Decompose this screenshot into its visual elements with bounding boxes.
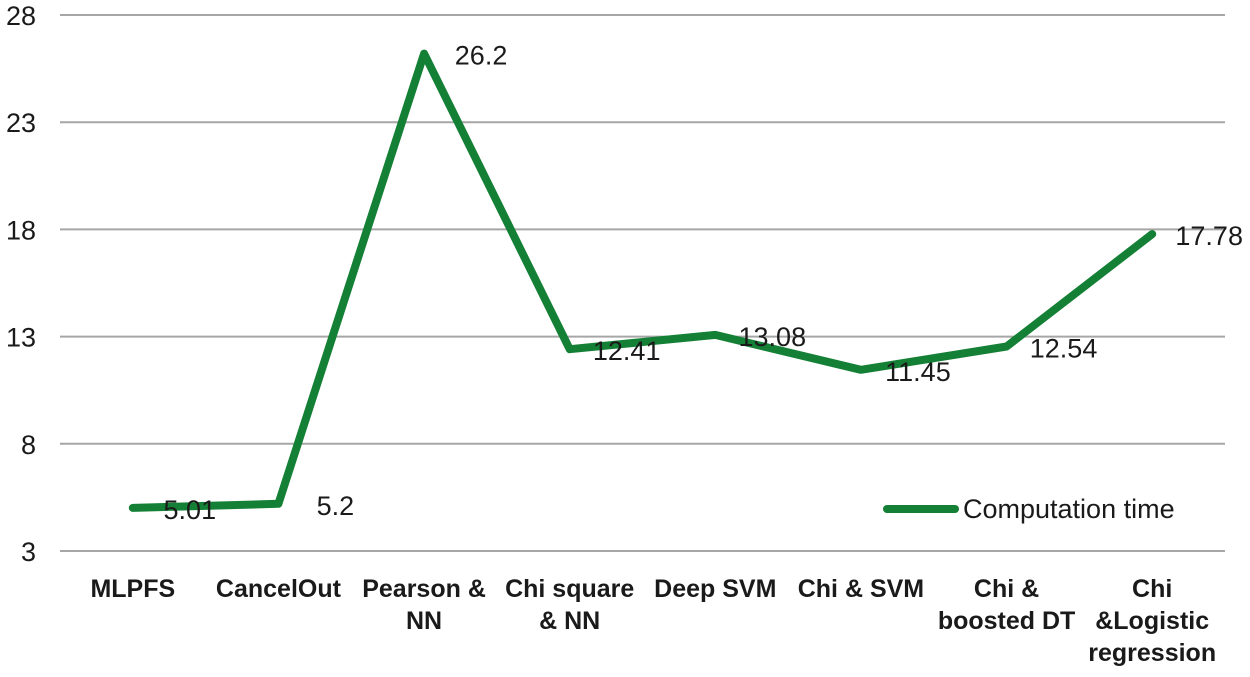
y-axis-tick-labels: 3 8 13 18 23 28 bbox=[6, 1, 36, 567]
data-label: 17.78 bbox=[1175, 221, 1243, 251]
data-label: 5.2 bbox=[317, 491, 355, 521]
legend-label: Computation time bbox=[963, 494, 1175, 524]
x-axis-labels-group: MLPFS CancelOut Pearson & NN Chi square & NN D… bbox=[90, 575, 1216, 667]
y-tick-label: 28 bbox=[6, 1, 36, 31]
y-tick-label: 8 bbox=[21, 430, 36, 460]
y-tick-label: 18 bbox=[6, 215, 36, 245]
computation-time-series-line bbox=[128, 49, 1157, 512]
x-axis-label: Chi square & NN bbox=[505, 575, 634, 635]
y-tick-label: 3 bbox=[21, 537, 36, 567]
x-axis-label: Chi & boosted DT bbox=[938, 575, 1076, 635]
x-axis-label: Pearson & NN bbox=[362, 575, 486, 635]
y-tick-label: 23 bbox=[6, 108, 36, 138]
y-tick-label: 13 bbox=[6, 323, 36, 353]
data-label: 13.08 bbox=[739, 322, 807, 352]
x-axis-label: MLPFS bbox=[90, 575, 175, 603]
data-label: 11.45 bbox=[885, 357, 951, 387]
data-label: 12.54 bbox=[1030, 333, 1098, 363]
data-label: 26.2 bbox=[455, 41, 508, 71]
x-axis-label: Chi &Logistic regression bbox=[1088, 575, 1216, 667]
gridlines-group bbox=[60, 14, 1225, 552]
x-axis-label: CancelOut bbox=[216, 575, 342, 603]
legend: Computation time bbox=[883, 494, 1175, 524]
x-axis-label: Deep SVM bbox=[654, 575, 776, 603]
data-label: 5.01 bbox=[164, 495, 217, 525]
x-axis-label: Chi & SVM bbox=[798, 575, 924, 603]
data-label: 12.41 bbox=[593, 336, 661, 366]
data-labels-group: 5.01 5.2 26.2 12.41 13.08 11.45 12.54 17.78 bbox=[164, 41, 1243, 525]
